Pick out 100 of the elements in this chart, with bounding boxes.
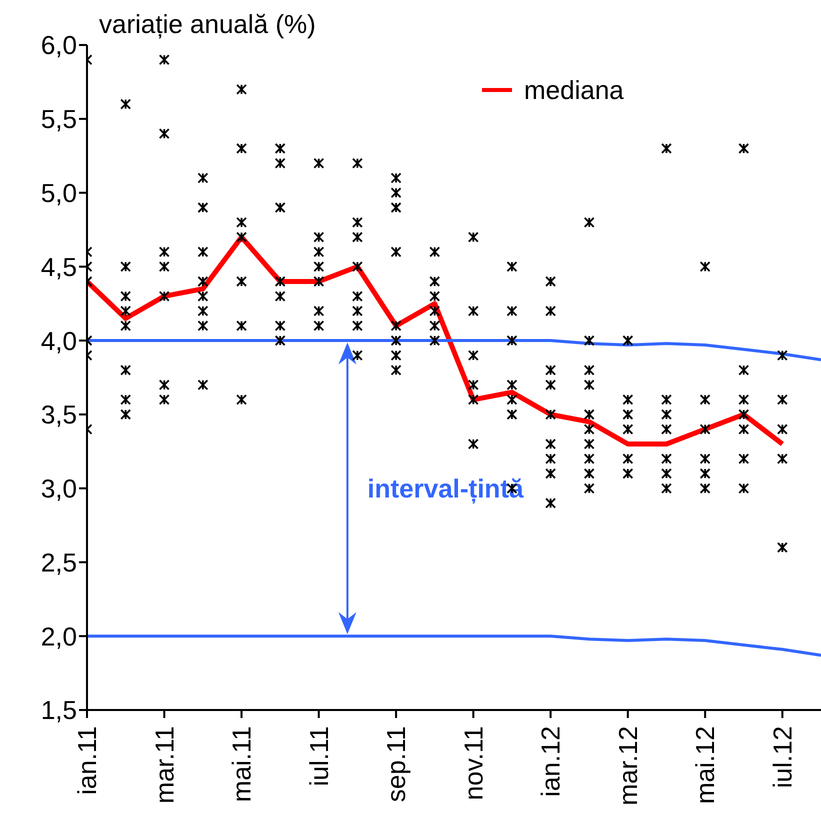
point: [468, 306, 479, 316]
point: [390, 187, 402, 198]
point: [274, 290, 286, 302]
point: [158, 246, 170, 258]
point: [738, 143, 750, 154]
point: [236, 232, 247, 243]
point: [390, 246, 402, 258]
point: [352, 158, 363, 169]
point: [700, 453, 711, 464]
point: [468, 379, 479, 390]
point: [661, 468, 672, 479]
point: [429, 335, 440, 346]
point: [584, 409, 595, 420]
x-tick-label: iul.12: [767, 726, 798, 788]
point: [622, 409, 634, 420]
point: [700, 482, 711, 494]
x-tick-label: sep.11: [381, 726, 412, 802]
point: [120, 306, 132, 316]
point: [313, 306, 324, 316]
point: [661, 143, 672, 154]
point: [429, 290, 440, 302]
point: [197, 306, 208, 316]
y-tick-label: 5,0: [40, 178, 77, 208]
point: [584, 482, 595, 494]
point: [120, 290, 132, 302]
y-tick-label: 2,5: [40, 547, 77, 578]
point: [468, 438, 479, 450]
point: [622, 394, 634, 406]
annotation: interval-țintă: [367, 473, 524, 504]
point: [390, 350, 402, 361]
point: [584, 438, 595, 450]
point: [584, 424, 595, 435]
point: [352, 320, 363, 332]
point: [584, 216, 595, 228]
point: [545, 468, 556, 479]
point: [313, 246, 324, 258]
point: [197, 379, 208, 390]
y-tick-label: 4,5: [40, 252, 77, 282]
point: [661, 453, 672, 464]
point: [158, 379, 170, 390]
point: [622, 424, 634, 435]
point: [506, 335, 518, 346]
point: [468, 232, 479, 243]
point: [158, 128, 170, 140]
point: [120, 261, 132, 272]
point: [352, 350, 363, 361]
point: [776, 453, 788, 464]
point: [236, 394, 247, 406]
x-tick-label: nov.11: [458, 726, 488, 800]
point: [661, 424, 672, 435]
point: [545, 453, 556, 464]
point: [352, 261, 363, 272]
point: [506, 409, 518, 420]
point: [506, 261, 518, 272]
point: [352, 216, 363, 228]
point: [738, 424, 750, 435]
point: [120, 409, 132, 420]
point: [120, 98, 132, 110]
point: [313, 261, 324, 272]
point: [197, 290, 208, 302]
point: [313, 320, 324, 332]
point: [313, 158, 324, 169]
point: [390, 335, 402, 346]
point: [545, 409, 556, 420]
y-axis-title: variație anuală (%): [99, 9, 316, 39]
point: [390, 364, 402, 376]
point: [274, 335, 286, 346]
point: [506, 394, 518, 406]
point: [390, 202, 402, 213]
point: [429, 306, 440, 316]
point: [584, 364, 595, 376]
point: [545, 438, 556, 450]
point: [584, 453, 595, 464]
point: [738, 453, 750, 464]
point: [197, 320, 208, 332]
point: [429, 246, 440, 258]
point: [236, 276, 247, 287]
point: [274, 202, 286, 213]
point: [584, 335, 595, 346]
point: [274, 320, 286, 332]
x-tick-label: ian.12: [536, 726, 566, 797]
point: [776, 542, 788, 553]
point: [506, 306, 518, 316]
point: [661, 409, 672, 420]
y-tick-label: 3,5: [40, 400, 77, 430]
point: [236, 84, 247, 95]
point: [274, 158, 286, 169]
point: [545, 364, 556, 376]
y-tick-label: 2,0: [40, 621, 77, 652]
point: [468, 394, 479, 406]
point: [236, 216, 247, 228]
point: [313, 232, 324, 243]
point: [776, 424, 788, 435]
legend-label: mediana: [524, 75, 624, 105]
point: [545, 306, 556, 316]
y-tick-label: 6,0: [40, 30, 77, 60]
point: [352, 306, 363, 316]
point: [545, 276, 556, 287]
point: [236, 320, 247, 332]
point: [274, 276, 286, 287]
